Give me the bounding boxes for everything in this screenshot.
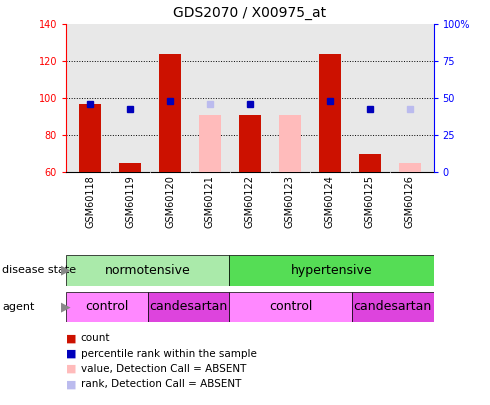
Bar — [66, 292, 148, 322]
Text: GSM60125: GSM60125 — [365, 175, 375, 228]
Text: control: control — [85, 300, 129, 313]
Text: GSM60126: GSM60126 — [405, 175, 415, 228]
Text: percentile rank within the sample: percentile rank within the sample — [81, 349, 257, 358]
Text: GSM60120: GSM60120 — [165, 175, 175, 228]
Text: ▶: ▶ — [61, 264, 71, 277]
Text: GSM60123: GSM60123 — [285, 175, 295, 228]
Text: GSM60118: GSM60118 — [85, 175, 95, 228]
Bar — [119, 163, 141, 172]
Text: ■: ■ — [66, 333, 76, 343]
Bar — [279, 115, 301, 172]
Bar — [148, 292, 229, 322]
Text: rank, Detection Call = ABSENT: rank, Detection Call = ABSENT — [81, 379, 241, 389]
Bar — [399, 163, 421, 172]
Bar — [79, 104, 101, 172]
Bar — [66, 255, 229, 286]
Text: GSM60119: GSM60119 — [125, 175, 135, 228]
Title: GDS2070 / X00975_at: GDS2070 / X00975_at — [173, 6, 326, 21]
Text: ■: ■ — [66, 349, 76, 358]
Bar — [159, 54, 181, 172]
Text: agent: agent — [2, 302, 35, 312]
Text: hypertensive: hypertensive — [291, 264, 372, 277]
Text: candesartan: candesartan — [354, 300, 432, 313]
Text: count: count — [81, 333, 110, 343]
Bar — [359, 153, 381, 172]
Bar — [352, 292, 434, 322]
Text: candesartan: candesartan — [149, 300, 228, 313]
Text: disease state: disease state — [2, 265, 76, 275]
Text: GSM60124: GSM60124 — [325, 175, 335, 228]
Text: ■: ■ — [66, 364, 76, 374]
Text: ▶: ▶ — [61, 300, 71, 313]
Text: GSM60121: GSM60121 — [205, 175, 215, 228]
Bar — [229, 255, 434, 286]
Bar — [319, 54, 341, 172]
Text: normotensive: normotensive — [105, 264, 191, 277]
Bar — [229, 292, 352, 322]
Bar — [199, 115, 221, 172]
Text: control: control — [269, 300, 313, 313]
Text: GSM60122: GSM60122 — [245, 175, 255, 228]
Bar — [239, 115, 261, 172]
Text: value, Detection Call = ABSENT: value, Detection Call = ABSENT — [81, 364, 246, 374]
Text: ■: ■ — [66, 379, 76, 389]
